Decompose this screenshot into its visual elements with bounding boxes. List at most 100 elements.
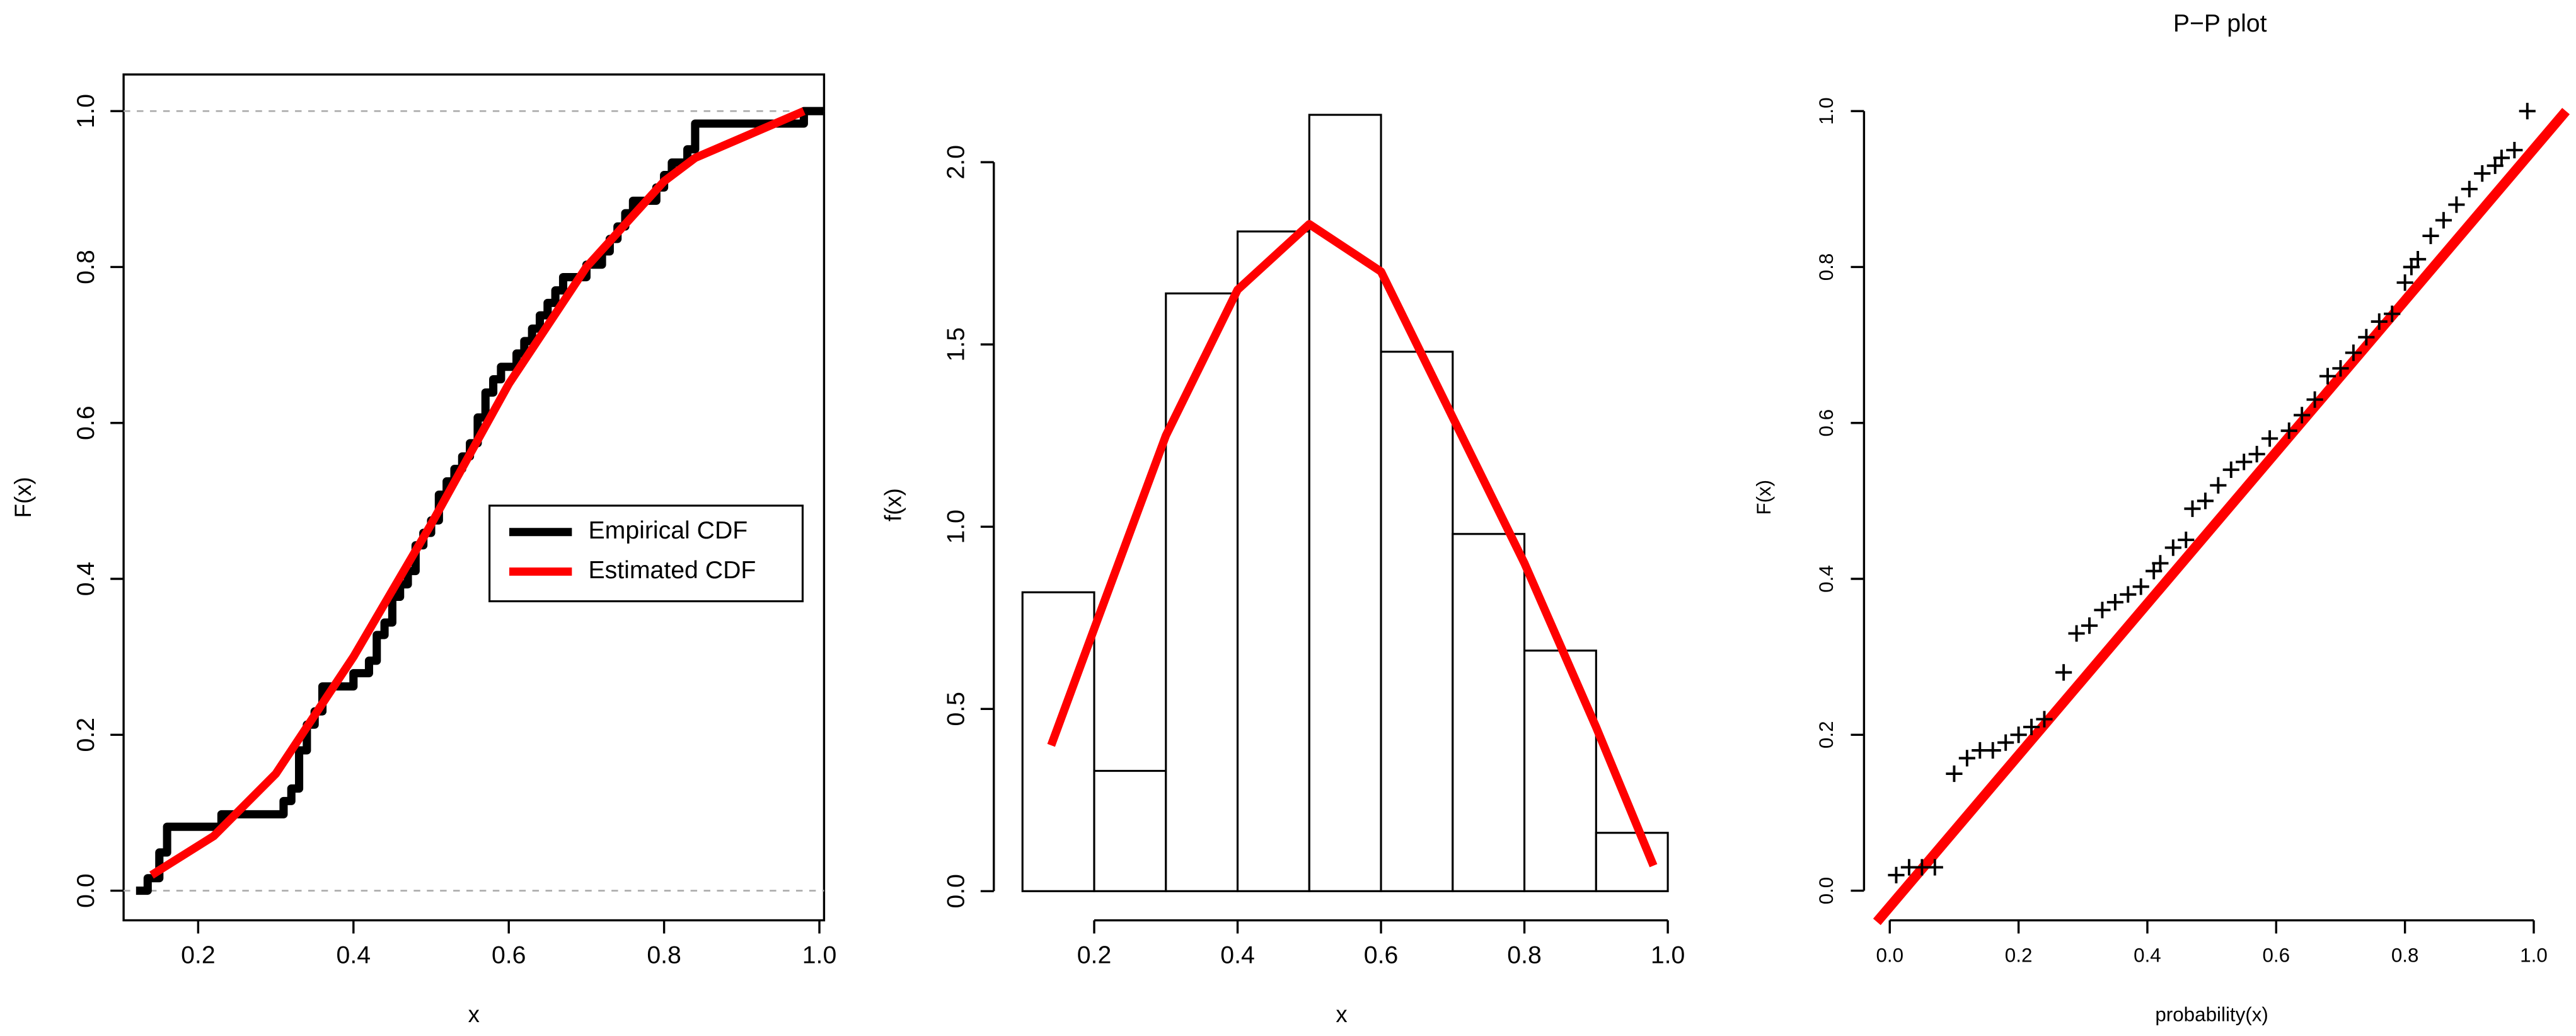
y-axis-label: F(x) [10,477,36,518]
point [2410,251,2427,268]
x-tick-label: 0.0 [1876,944,1903,966]
point [2506,141,2523,159]
x-tick-label: 0.6 [2262,944,2290,966]
point [2178,532,2195,549]
point [2384,305,2401,322]
point [2081,617,2098,634]
point [2236,453,2253,470]
x-tick-label: 0.8 [647,941,681,969]
x-tick-label: 0.8 [1507,941,1542,969]
x-axis-label: x [468,1001,480,1027]
legend-label: Empirical CDF [588,516,748,544]
point [1888,866,1905,883]
y-tick-label: 0.0 [72,873,100,908]
x-tick-label: 0.2 [181,941,216,969]
point [2371,313,2388,330]
x-tick-label: 0.4 [2134,944,2161,966]
y-tick-label: 0.2 [72,718,100,752]
point [1926,859,1943,876]
point [2068,625,2085,642]
chart-title: P−P plot [2173,9,2267,37]
x-axis-label: probability(x) [2155,1003,2268,1025]
y-tick-label: 1.5 [942,327,970,362]
reference-line [1873,108,2570,926]
point [2306,391,2323,408]
point [2094,602,2111,619]
point [2197,492,2214,509]
point [2294,407,2311,424]
y-tick-label: 1.0 [942,509,970,544]
point [2222,461,2239,478]
y-tick-label: 0.6 [72,405,100,440]
point [2448,196,2465,213]
histogram-bar [1165,292,1239,892]
point [2280,422,2297,439]
x-axis-label: x [1336,1001,1347,1027]
histogram-bar [1595,832,1669,892]
point [2435,212,2452,229]
histogram-bar [1236,230,1310,892]
point [1958,750,1975,767]
x-tick-label: 1.0 [802,941,837,969]
histogram-bar [1452,533,1526,892]
point [2422,227,2439,245]
point [2132,578,2149,595]
point [2036,711,2053,728]
y-tick-label: 0.2 [1815,721,1837,748]
point [2319,368,2336,385]
legend-label: Estimated CDF [588,556,756,584]
x-tick-label: 0.2 [1077,941,1112,969]
point [2184,500,2201,517]
y-tick-label: 0.4 [72,562,100,597]
point [2248,446,2265,463]
y-tick-label: 0.0 [942,874,970,909]
x-tick-label: 0.2 [2005,944,2033,966]
point [2396,274,2413,291]
point [2261,430,2279,447]
y-tick-label: 0.8 [1815,253,1837,281]
x-tick-label: 1.0 [2520,944,2548,966]
histogram-bar [1380,351,1454,892]
histogram-bar [1523,649,1597,892]
y-tick-label: 0.4 [1815,565,1837,593]
x-tick-label: 0.4 [1220,941,1255,969]
point [2358,329,2375,346]
point [2152,555,2169,572]
x-tick-label: 0.6 [1364,941,1399,969]
point [1946,765,1963,783]
x-tick-label: 1.0 [1651,941,1685,969]
point [2461,180,2478,197]
density-curve [1047,219,1658,868]
point [2023,718,2040,735]
y-tick-label: 0.5 [942,692,970,726]
histogram-bar [1093,769,1167,892]
point [2164,539,2181,556]
point [1997,734,2014,751]
point [2210,477,2227,494]
y-tick-label: 0.8 [72,250,100,284]
line-series [149,107,806,879]
y-tick-label: 0.0 [1815,877,1837,905]
y-axis-label: F(x) [1753,480,1775,515]
point [1984,742,2001,759]
point [2120,586,2137,603]
x-tick-label: 0.8 [2391,944,2419,966]
point [2345,344,2362,361]
histogram-bar [1021,591,1095,892]
point [2055,664,2072,681]
x-tick-label: 0.4 [337,941,371,969]
y-tick-label: 1.0 [72,94,100,129]
legend-box [488,504,804,603]
y-tick-label: 2.0 [942,145,970,180]
y-tick-label: 0.6 [1815,409,1837,437]
plot-frame [122,73,826,922]
point [2332,360,2349,377]
point [2474,165,2491,182]
point [2010,726,2027,743]
y-axis-label: f(x) [881,488,906,521]
point [2519,103,2536,120]
y-tick-label: 1.0 [1815,97,1837,125]
point [2493,149,2510,166]
x-tick-label: 0.6 [492,941,526,969]
